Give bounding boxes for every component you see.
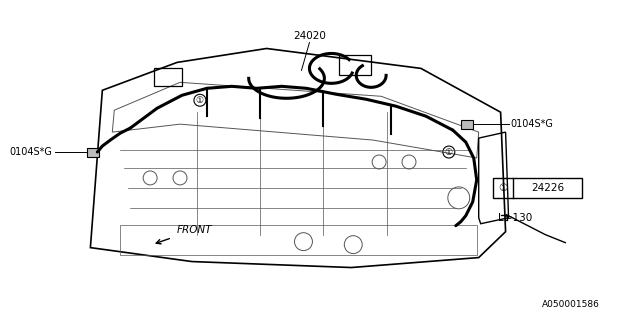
Text: 0104S*G: 0104S*G	[511, 119, 554, 129]
Bar	[339, 55, 371, 76]
Text: ①: ①	[498, 183, 508, 193]
Text: ①: ①	[445, 148, 453, 156]
Text: 0104S*G: 0104S*G	[10, 147, 52, 157]
Bar	[120, 225, 477, 255]
Bar	[461, 120, 473, 129]
Text: A050001586: A050001586	[542, 300, 600, 309]
Text: L=130: L=130	[498, 213, 532, 223]
Bar	[88, 148, 99, 157]
Text: ①: ①	[196, 96, 204, 105]
Text: 24020: 24020	[293, 30, 326, 41]
Bar	[154, 68, 182, 86]
Text: 24226: 24226	[531, 183, 564, 193]
Text: FRONT: FRONT	[177, 225, 212, 235]
Bar	[493, 178, 582, 198]
